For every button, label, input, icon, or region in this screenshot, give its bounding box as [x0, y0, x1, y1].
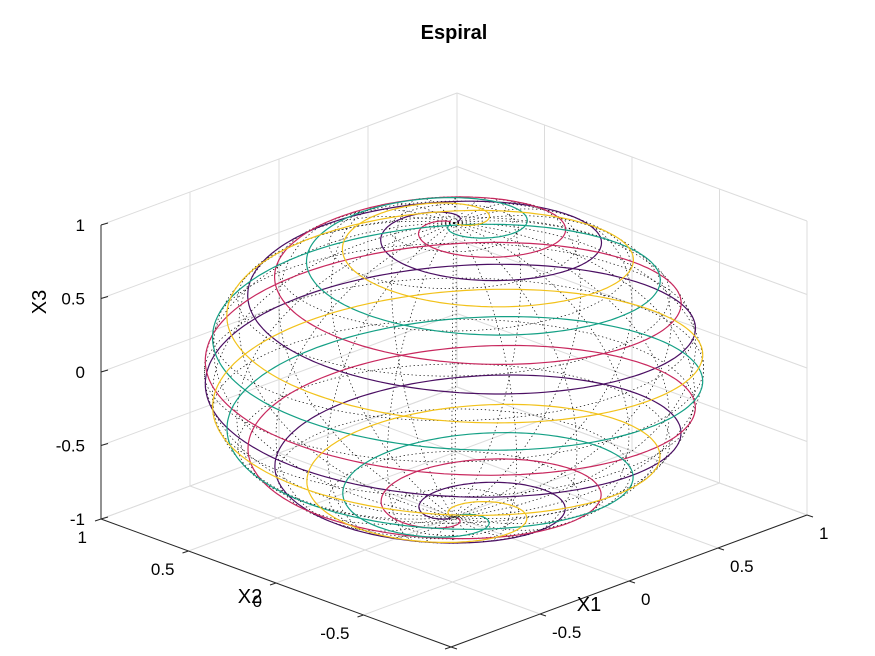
y-tick-mark — [94, 518, 102, 522]
sphere-parallel — [212, 242, 696, 422]
y-tick-mark — [357, 614, 364, 618]
sphere-parallel — [237, 363, 671, 524]
grid-line — [456, 92, 808, 222]
y-tick-label: 0.5 — [151, 560, 175, 579]
y-tick-mark — [444, 646, 452, 650]
x-tick-label: 1 — [819, 524, 828, 543]
grid-line — [100, 92, 458, 226]
x-tick-label: -0.5 — [552, 623, 581, 642]
x-tick-mark — [450, 646, 458, 650]
y-tick-mark — [269, 582, 277, 586]
z-tick-mark — [100, 296, 109, 299]
z-axis-label: X3 — [29, 290, 51, 314]
z-tick-mark — [100, 222, 109, 226]
y-tick-mark — [182, 550, 189, 554]
sphere-meridian — [453, 220, 697, 518]
sphere-parallel — [277, 200, 631, 332]
x-tick-mark — [806, 514, 814, 518]
x-axis-label: X1 — [577, 594, 601, 616]
sphere-parallel — [212, 318, 696, 498]
chart-title: Espiral — [421, 22, 488, 44]
z-tick-label: -1 — [70, 510, 85, 529]
grid-line — [367, 419, 719, 549]
x-tick-label: 0.5 — [730, 557, 754, 576]
sphere-meridian — [453, 222, 695, 520]
grid-line — [188, 418, 545, 552]
sphere-parallel — [237, 216, 671, 377]
z-tick-mark — [100, 369, 109, 373]
y-tick-label: 1 — [78, 528, 87, 547]
spiral-series-1 — [204, 200, 697, 544]
spiral-series-2 — [204, 196, 697, 540]
grid-line — [456, 166, 808, 295]
spiral-series — [204, 196, 704, 544]
z-tick-label: 1 — [76, 216, 85, 235]
z-tick-label: 0 — [76, 363, 85, 382]
z-tick-label: -0.5 — [56, 437, 85, 456]
x-tick-mark — [717, 547, 725, 551]
x-tick-label: 0 — [641, 590, 650, 609]
y-axis-label: X2 — [238, 586, 262, 608]
x-tick-mark — [628, 580, 636, 584]
y-tick-label: 0 — [253, 592, 262, 611]
z-tick-mark — [100, 443, 109, 446]
z-tick-mark — [100, 516, 109, 520]
tick-labels: -1-0.500.51-1-0.500.51-1-0.500.51 — [56, 216, 829, 643]
spiral-series-4 — [211, 202, 704, 544]
axes-lines — [94, 222, 814, 650]
x-tick-mark — [539, 613, 547, 617]
z-tick-label: 0.5 — [61, 290, 85, 309]
y-tick-label: -0.5 — [320, 624, 349, 643]
spiral-series-3 — [211, 197, 704, 538]
sphere-meridian — [453, 202, 581, 518]
grid-line — [100, 166, 458, 299]
